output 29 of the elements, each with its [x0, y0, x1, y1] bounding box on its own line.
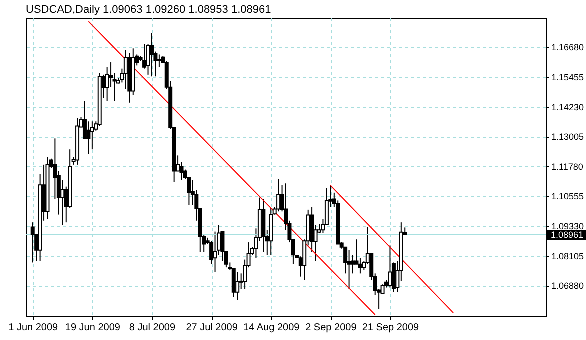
x-tick-label: 21 Sep 2009 [362, 322, 420, 334]
y-tick-label: 1.13005 [552, 132, 584, 142]
candlestick [86, 121, 91, 155]
y-tick-label: 1.14230 [552, 102, 584, 112]
y-tick-label: 1.15455 [552, 72, 584, 82]
x-tick-label: 8 Jul 2009 [129, 322, 176, 334]
x-tick-label: 1 Jun 2009 [8, 322, 59, 334]
y-tick-label: 1.10555 [552, 192, 584, 202]
x-tick-label: 14 Aug 2009 [244, 322, 300, 334]
candlestick [30, 222, 35, 264]
candlestick [90, 121, 94, 150]
candlestick [276, 178, 281, 212]
candlestick [236, 272, 240, 301]
chart-title: USDCAD,Daily 1.09063 1.09260 1.08953 1.08961 [26, 4, 272, 16]
x-tick-label: 27 Jul 2009 [186, 322, 238, 334]
y-tick-label: 1.08105 [552, 251, 584, 262]
candlestick [150, 32, 154, 78]
candlestick [105, 66, 110, 102]
candlestick [388, 245, 392, 288]
x-tick-label: 2 Sep 2009 [306, 322, 358, 334]
x-tick-label: 19 Jun 2009 [65, 322, 121, 334]
y-tick-label: 1.16680 [552, 42, 584, 53]
y-tick-label: 1.09330 [552, 221, 584, 232]
candlestick [180, 162, 184, 181]
candlestick [157, 54, 162, 68]
candlestick [347, 250, 352, 290]
ref-line-label: 1.08961 [551, 230, 584, 240]
y-tick-label: 1.11780 [552, 162, 584, 172]
y-tick-label: 1.06880 [552, 281, 584, 292]
